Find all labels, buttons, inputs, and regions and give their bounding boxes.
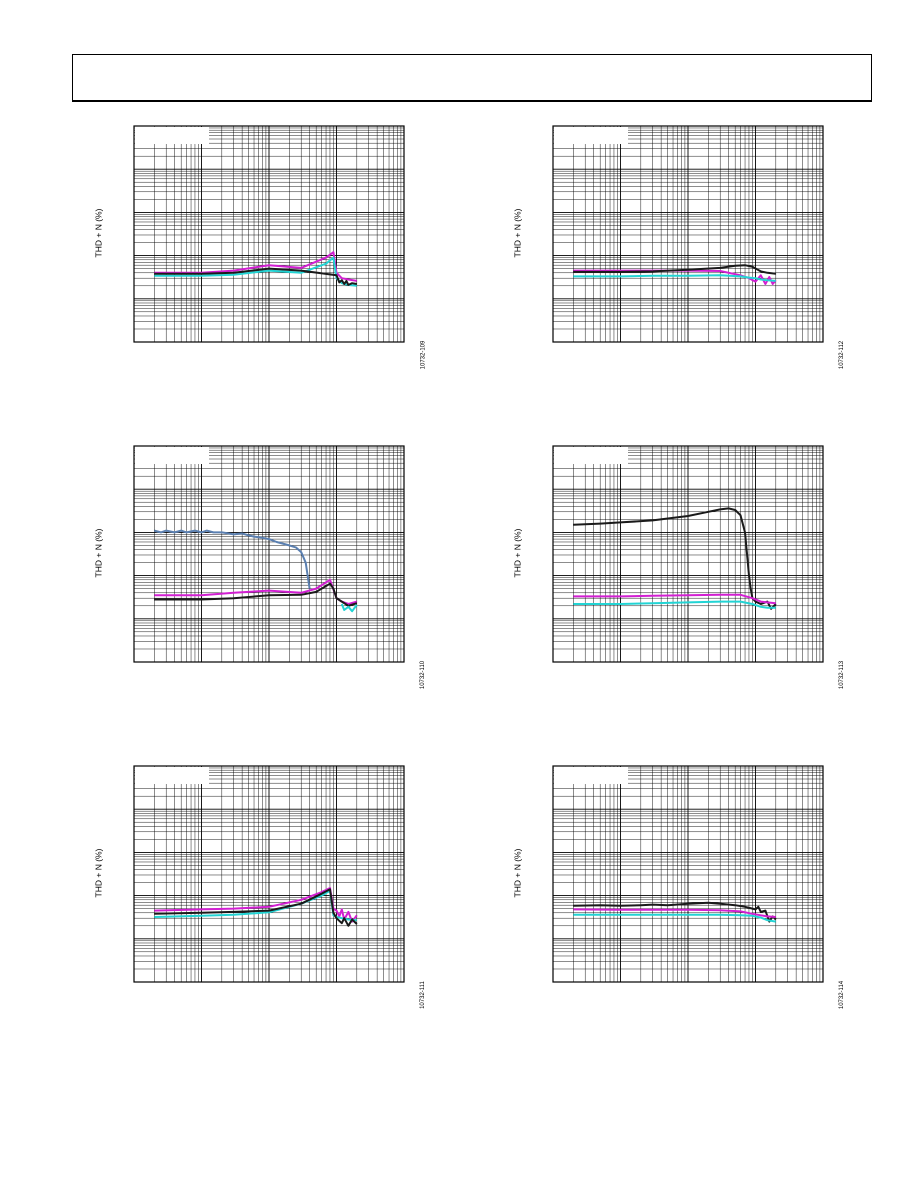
- grid: [552, 766, 823, 983]
- y-axis-label: THD + N (%): [512, 208, 523, 258]
- figure-number: 10732-113: [839, 660, 846, 690]
- series-line-blue: [154, 529, 311, 589]
- plot-frame: [552, 445, 824, 663]
- plot-frame: [133, 445, 405, 663]
- chart-svg: [133, 125, 405, 343]
- series-line-magenta: [154, 251, 357, 282]
- thd-plot-6: THD + N (%) 10732-114: [512, 758, 853, 1018]
- y-axis-label: THD + N (%): [93, 528, 104, 578]
- grid: [133, 446, 404, 663]
- legend-box: [554, 767, 628, 784]
- thd-plot-3: THD + N (%) 10732-110: [93, 438, 434, 698]
- chart-svg: [552, 445, 824, 663]
- grid: [133, 126, 404, 343]
- plot-frame: [133, 765, 405, 983]
- chart-svg: [133, 765, 405, 983]
- figure-number: 10732-109: [420, 340, 427, 370]
- grid: [552, 446, 823, 663]
- grid: [133, 766, 404, 983]
- thd-plot-2: THD + N (%) 10732-112: [512, 118, 853, 378]
- legend-box: [554, 447, 628, 464]
- page-header-box: [72, 54, 872, 102]
- thd-plot-5: THD + N (%) 10732-111: [93, 758, 434, 1018]
- series-line-cyan: [154, 889, 357, 922]
- grid: [552, 126, 823, 343]
- series-line-cyan: [340, 603, 358, 613]
- y-axis-label: THD + N (%): [93, 208, 104, 258]
- series-line-magenta: [573, 908, 776, 918]
- series-line-magenta: [573, 593, 776, 605]
- plot-frame: [133, 125, 405, 343]
- chart-svg: [133, 445, 405, 663]
- series-line-black: [154, 582, 358, 607]
- figure-number: 10732-110: [420, 660, 427, 690]
- series-line-black: [154, 267, 357, 286]
- legend-box: [135, 447, 209, 464]
- series-line-black: [573, 507, 777, 610]
- legend-box: [135, 127, 209, 144]
- plot-frame: [552, 125, 824, 343]
- series-line-cyan: [573, 913, 776, 923]
- chart-svg: [552, 765, 824, 983]
- series-line-cyan: [573, 274, 776, 282]
- thd-plot-4: THD + N (%) 10732-113: [512, 438, 853, 698]
- series-line-black: [573, 901, 777, 923]
- y-axis-label: THD + N (%): [512, 528, 523, 578]
- series-line-cyan: [154, 256, 357, 287]
- y-axis-label: THD + N (%): [93, 848, 104, 898]
- legend-box: [554, 127, 628, 144]
- legend-box: [135, 767, 209, 784]
- series-line-black: [573, 264, 776, 275]
- figure-number: 10732-114: [839, 980, 846, 1010]
- y-axis-label: THD + N (%): [512, 848, 523, 898]
- series-line-black: [154, 888, 358, 927]
- figure-number: 10732-111: [419, 981, 426, 1009]
- figure-number: 10732-112: [839, 340, 846, 370]
- series-line-cyan: [573, 600, 776, 609]
- chart-svg: [552, 125, 824, 343]
- thd-plot-1: THD + N (%) 10732-109: [93, 118, 434, 378]
- plot-frame: [552, 765, 824, 983]
